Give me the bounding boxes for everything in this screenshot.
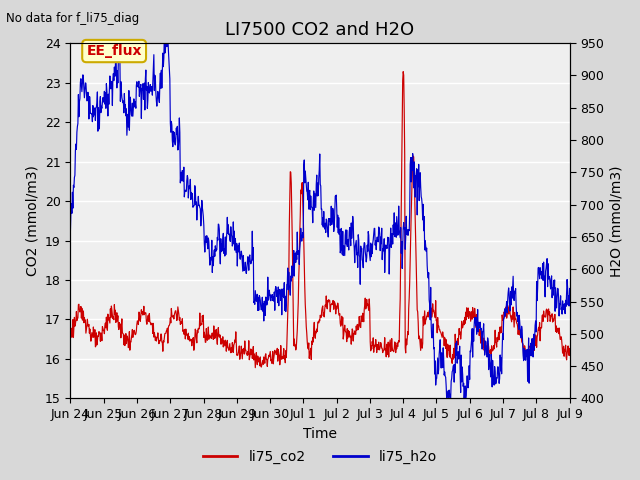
Legend: li75_co2, li75_h2o: li75_co2, li75_h2o bbox=[197, 444, 443, 469]
Y-axis label: H2O (mmol/m3): H2O (mmol/m3) bbox=[609, 165, 623, 276]
Text: No data for f_li75_diag: No data for f_li75_diag bbox=[6, 12, 140, 25]
Text: EE_flux: EE_flux bbox=[86, 44, 142, 58]
Title: LI7500 CO2 and H2O: LI7500 CO2 and H2O bbox=[225, 21, 415, 39]
X-axis label: Time: Time bbox=[303, 427, 337, 441]
Y-axis label: CO2 (mmol/m3): CO2 (mmol/m3) bbox=[25, 166, 39, 276]
